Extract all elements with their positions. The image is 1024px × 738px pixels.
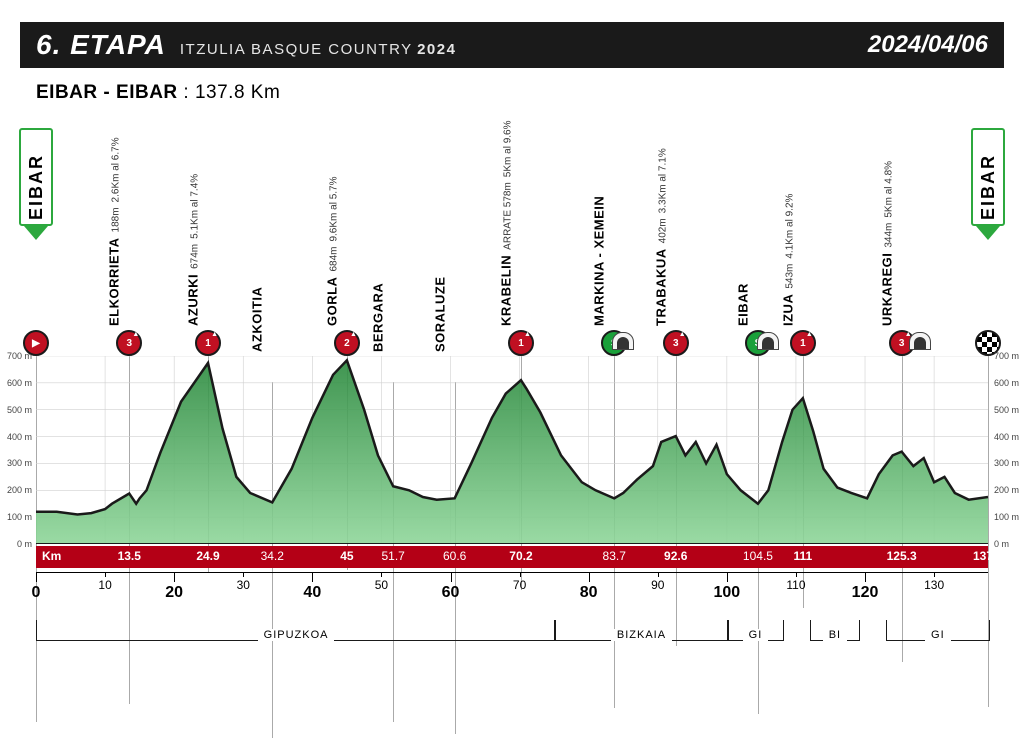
- tunnel-icon: [757, 332, 779, 350]
- climb-cat1-icon: 1▲: [790, 330, 816, 356]
- marker-climb: 3▲ELKORRIETA188m2.6Km al 6.7%: [116, 330, 142, 356]
- km-value: 111: [793, 549, 812, 563]
- header-bar: 6. ETAPA ITZULIA BASQUE COUNTRY 2024 202…: [20, 22, 1004, 68]
- distance-major: 40: [303, 584, 321, 602]
- marker-layer: ▶3▲ELKORRIETA188m2.6Km al 6.7%1▲AZURKI67…: [36, 120, 988, 356]
- marker-label: KRABELINARRATE 578m5Km al 9.6%: [498, 121, 513, 327]
- marker-label: EIBAR: [735, 283, 750, 326]
- region-bracket: BIZKAIA: [554, 620, 729, 641]
- marker-label: GORLA684m9.6Km al 5.7%: [324, 176, 339, 326]
- distance-major: 20: [165, 584, 183, 602]
- elevation-profile-svg: [36, 356, 988, 544]
- km-value: 45: [340, 549, 353, 563]
- distance-minor: 50: [375, 578, 388, 592]
- distance-minor: 70: [513, 578, 526, 592]
- distance-major: 80: [580, 584, 598, 602]
- km-value: 34.2: [261, 549, 284, 563]
- region-bracket: BI: [810, 620, 860, 641]
- marker-climb: 1▲KRABELINARRATE 578m5Km al 9.6%: [508, 330, 534, 356]
- marker-label: AZKOITIA: [250, 287, 265, 352]
- km-value: 137.8: [973, 549, 1003, 563]
- marker-climb: 1▲IZUA543m4.1Km al 9.2%: [790, 330, 816, 356]
- distance-major: 120: [852, 584, 879, 602]
- marker-label: URKAREGI344m5Km al 4.8%: [879, 161, 894, 326]
- y-axis-right: 0 m100 m200 m300 m400 m500 m600 m700 m: [994, 356, 1024, 544]
- marker-climb: 2▲GORLA684m9.6Km al 5.7%: [334, 330, 360, 356]
- km-bar: Km 13.5 24.9 34.2 45 51.7 60.6 70.2 83.7 92.6 104…: [36, 546, 988, 568]
- distance-minor: 110: [786, 578, 805, 592]
- marker-label: IZUA543m4.1Km al 9.2%: [780, 194, 795, 326]
- marker-label: BERGARA: [371, 283, 386, 352]
- marker-label: ELKORRIETA188m2.6Km al 6.7%: [107, 137, 122, 326]
- y-axis-left: 0 m100 m200 m300 m400 m500 m600 m700 m: [0, 356, 32, 544]
- region-brackets: GIPUZKOABIZKAIAGIBIGI: [36, 620, 988, 646]
- climb-cat3-icon: 3▲: [116, 330, 142, 356]
- distance-axis: 0204060801001201030507090110130: [36, 572, 988, 620]
- marker-label: AZURKI674m5.1Km al 7.4%: [186, 174, 201, 326]
- marker-climb: 3▲TRABAKUA402m3.3Km al 7.1%: [663, 330, 689, 356]
- km-value: 70.2: [509, 549, 532, 563]
- region-bracket: GI: [886, 620, 990, 641]
- distance-minor: 130: [924, 578, 944, 592]
- distance-major: 100: [713, 584, 740, 602]
- km-bar-label: Km: [42, 549, 61, 563]
- climb-cat1-icon: 1▲: [195, 330, 221, 356]
- marker-label: SORALUZE: [432, 277, 447, 353]
- km-value: 51.7: [381, 549, 404, 563]
- km-value: 83.7: [603, 549, 626, 563]
- distance-major: 60: [442, 584, 460, 602]
- stage-profile-figure: 6. ETAPA ITZULIA BASQUE COUNTRY 2024 202…: [0, 0, 1024, 693]
- km-value: 104.5: [743, 549, 773, 563]
- route-summary: EIBAR - EIBAR : 137.8 Km: [36, 82, 280, 104]
- climb-cat1-icon: 1▲: [508, 330, 534, 356]
- race-name: ITZULIA BASQUE COUNTRY 2024: [180, 41, 457, 59]
- distance-minor: 90: [651, 578, 664, 592]
- distance-minor: 10: [98, 578, 111, 592]
- km-value: 13.5: [118, 549, 141, 563]
- km-value: 125.3: [887, 549, 917, 563]
- climb-cat2-icon: 2▲: [334, 330, 360, 356]
- tunnel-icon: [612, 332, 634, 350]
- tunnel-icon: [909, 332, 931, 350]
- km-value: 24.9: [196, 549, 219, 563]
- elevation-chart: 0 m100 m200 m300 m400 m500 m600 m700 m 0…: [36, 356, 988, 544]
- marker-label: TRABAKUA402m3.3Km al 7.1%: [653, 148, 668, 326]
- km-value: 60.6: [443, 549, 466, 563]
- distance-major: 0: [32, 584, 41, 602]
- marker-climb: 1▲AZURKI674m5.1Km al 7.4%: [195, 330, 221, 356]
- climb-cat3-icon: 3▲: [663, 330, 689, 356]
- stage-date: 2024/04/06: [868, 31, 988, 59]
- km-value: 92.6: [664, 549, 687, 563]
- stage-number: 6. ETAPA: [36, 29, 166, 61]
- region-bracket: GI: [727, 620, 784, 641]
- marker-label: MARKINA - XEMEIN: [592, 196, 607, 326]
- region-bracket: GIPUZKOA: [36, 620, 556, 641]
- distance-minor: 30: [237, 578, 250, 592]
